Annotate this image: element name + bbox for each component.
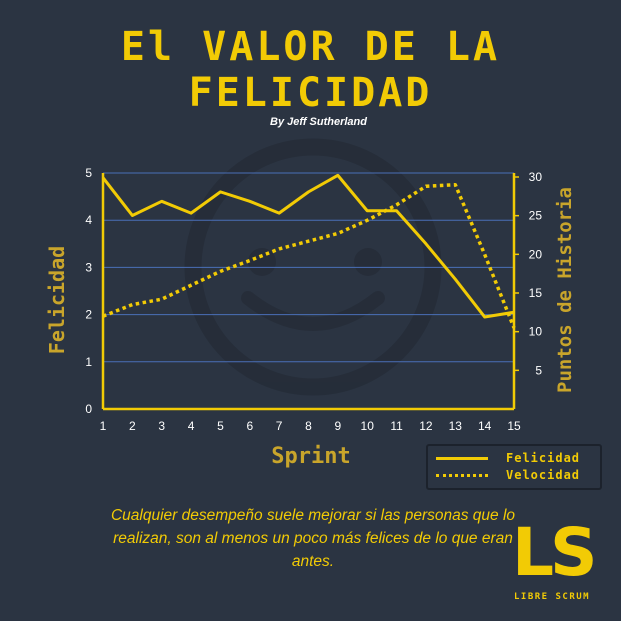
left-tick-label: 4 <box>85 213 92 227</box>
dotted-line-icon <box>436 473 488 477</box>
left-ticks: 0 1 2 3 4 5 <box>85 166 92 416</box>
right-tick-label: 15 <box>529 286 543 300</box>
byline: By Jeff Sutherland <box>270 116 367 128</box>
legend-item-felicidad: Felicidad <box>436 451 580 465</box>
left-tick-label: 5 <box>85 166 92 180</box>
x-tick-label: 10 <box>361 419 375 433</box>
quote-text: Cualquier desempeño suele mejorar si las… <box>110 507 516 570</box>
logo-subtitle: LIBRE SCRUM <box>514 592 591 602</box>
series-line-felicidad <box>101 173 515 319</box>
axes <box>101 173 516 411</box>
x-axis-label: Sprint <box>271 444 350 469</box>
x-tick-label: 9 <box>335 419 342 433</box>
right-tick-label: 20 <box>529 247 543 261</box>
right-tick-label: 30 <box>529 170 543 184</box>
x-tick-label: 4 <box>188 419 195 433</box>
x-ticks: 1 2 3 4 5 6 7 8 9 10 11 12 13 14 15 <box>100 419 521 433</box>
x-tick-label: 8 <box>305 419 312 433</box>
series-lines <box>101 173 516 329</box>
legend-label: Felicidad <box>506 451 581 465</box>
series-line-velocidad <box>102 182 516 329</box>
x-tick-label: 6 <box>246 419 253 433</box>
left-tick-label: 0 <box>85 402 92 416</box>
x-tick-label: 11 <box>390 419 403 433</box>
right-tick-label: 5 <box>535 363 542 377</box>
y-axis-label-right: Puntos de Historia <box>554 187 576 393</box>
right-tick-label: 25 <box>529 209 543 223</box>
title-line-1: El VALOR DE LA <box>120 24 501 70</box>
libre-scrum-logo: LS LIBRE SCRUM <box>508 520 612 606</box>
logo-mark: LS <box>512 514 598 591</box>
legend: Felicidad Velocidad <box>426 444 602 490</box>
right-tick-label: 10 <box>529 325 543 339</box>
x-tick-label: 12 <box>419 419 433 433</box>
left-tick-label: 1 <box>85 355 92 369</box>
x-tick-label: 15 <box>507 419 521 433</box>
x-tick-label: 5 <box>217 419 224 433</box>
x-tick-label: 7 <box>276 419 283 433</box>
title-line-2: FELICIDAD <box>188 70 433 116</box>
left-tick-label: 3 <box>85 260 92 274</box>
left-tick-label: 2 <box>85 308 92 322</box>
x-tick-label: 13 <box>449 419 463 433</box>
x-tick-label: 2 <box>129 419 136 433</box>
right-ticks: 5 10 15 20 25 30 <box>514 170 542 377</box>
x-tick-label: 1 <box>100 419 107 433</box>
solid-line-icon <box>436 456 488 460</box>
x-tick-label: 14 <box>478 419 492 433</box>
y-axis-label-left: Felicidad <box>45 246 69 354</box>
legend-item-velocidad: Velocidad <box>436 468 580 482</box>
x-tick-label: 3 <box>158 419 165 433</box>
legend-label: Velocidad <box>506 468 581 482</box>
